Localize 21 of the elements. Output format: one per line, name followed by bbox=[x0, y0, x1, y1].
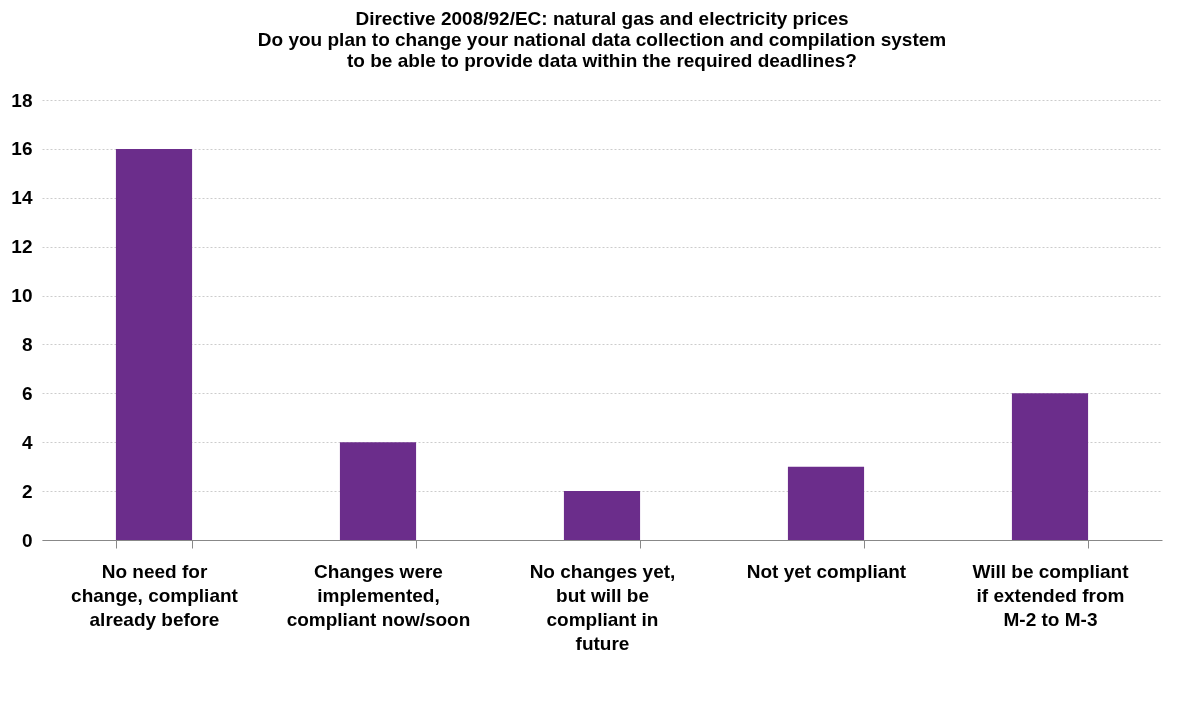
bar bbox=[563, 491, 641, 540]
y-tick-label: 4 bbox=[21, 431, 33, 453]
y-tick-label: 16 bbox=[11, 138, 33, 160]
y-tick-label: 0 bbox=[21, 529, 33, 551]
y-tick-label: 6 bbox=[21, 382, 33, 404]
y-tick-label: 2 bbox=[21, 480, 33, 502]
x-tick-label: No need for change, compliant already before bbox=[71, 560, 239, 630]
x-tick-label: Not yet compliant bbox=[746, 560, 907, 582]
bar bbox=[339, 442, 417, 540]
y-tick-label: 12 bbox=[11, 236, 33, 258]
x-tick-label: No changes yet, but will be compliant in future bbox=[529, 560, 676, 654]
y-tick-label: 14 bbox=[11, 187, 33, 209]
bar bbox=[1011, 393, 1089, 540]
y-tick-label: 18 bbox=[11, 89, 33, 111]
bar bbox=[787, 466, 865, 540]
chart-title: Directive 2008/92/EC: natural gas and electricity prices Do you plan to change your national data collection and compilation system to be able to provide data within the required deadlines? bbox=[257, 8, 947, 71]
y-tick-label: 8 bbox=[21, 333, 33, 355]
y-tick-label: 10 bbox=[11, 285, 33, 307]
bar bbox=[115, 148, 193, 540]
x-tick-label: Changes were implemented, compliant now/soon bbox=[286, 560, 471, 630]
x-tick-label: Will be compliant if extended from M-2 to M-3 bbox=[972, 560, 1130, 630]
